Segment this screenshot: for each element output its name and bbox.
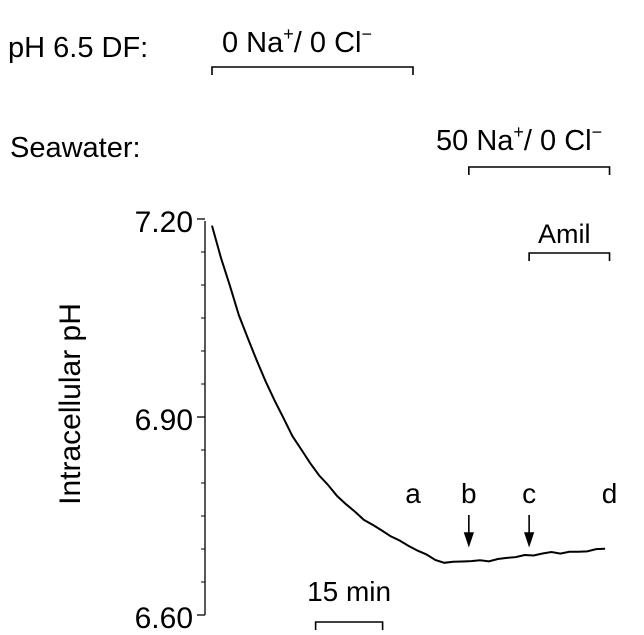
y-minor-ticks bbox=[201, 251, 205, 583]
y-tick-label-top: 7.20 bbox=[135, 206, 193, 239]
df-bar-label: 0 Na+/ 0 Cl− bbox=[222, 24, 372, 59]
amil-label: Amil bbox=[538, 219, 591, 249]
ph-trace bbox=[211, 225, 606, 564]
marker-label-b: b bbox=[461, 478, 477, 509]
event-markers: a b c d bbox=[405, 478, 618, 548]
y-tick-label-bottom: 6.60 bbox=[135, 602, 193, 635]
y-major-ticks bbox=[197, 218, 205, 616]
seawater-label: Seawater: bbox=[10, 132, 141, 164]
amil-bracket bbox=[528, 252, 611, 261]
marker-arrow-c bbox=[524, 515, 535, 548]
df-bracket bbox=[211, 66, 414, 75]
time-scale-label: 15 min bbox=[307, 576, 391, 607]
seawater-bracket bbox=[468, 166, 611, 175]
marker-arrow-b bbox=[463, 515, 474, 548]
marker-label-c: c bbox=[522, 478, 536, 509]
marker-label-d: d bbox=[602, 478, 618, 509]
marker-label-a: a bbox=[405, 478, 421, 509]
y-axis-label: Intracellular pH bbox=[54, 303, 87, 505]
y-tick-label-mid: 6.90 bbox=[135, 404, 193, 437]
sea-bar-label: 50 Na+/ 0 Cl− bbox=[436, 122, 602, 157]
df-label: pH 6.5 DF: bbox=[8, 32, 148, 64]
time-scale-bar bbox=[314, 621, 384, 630]
